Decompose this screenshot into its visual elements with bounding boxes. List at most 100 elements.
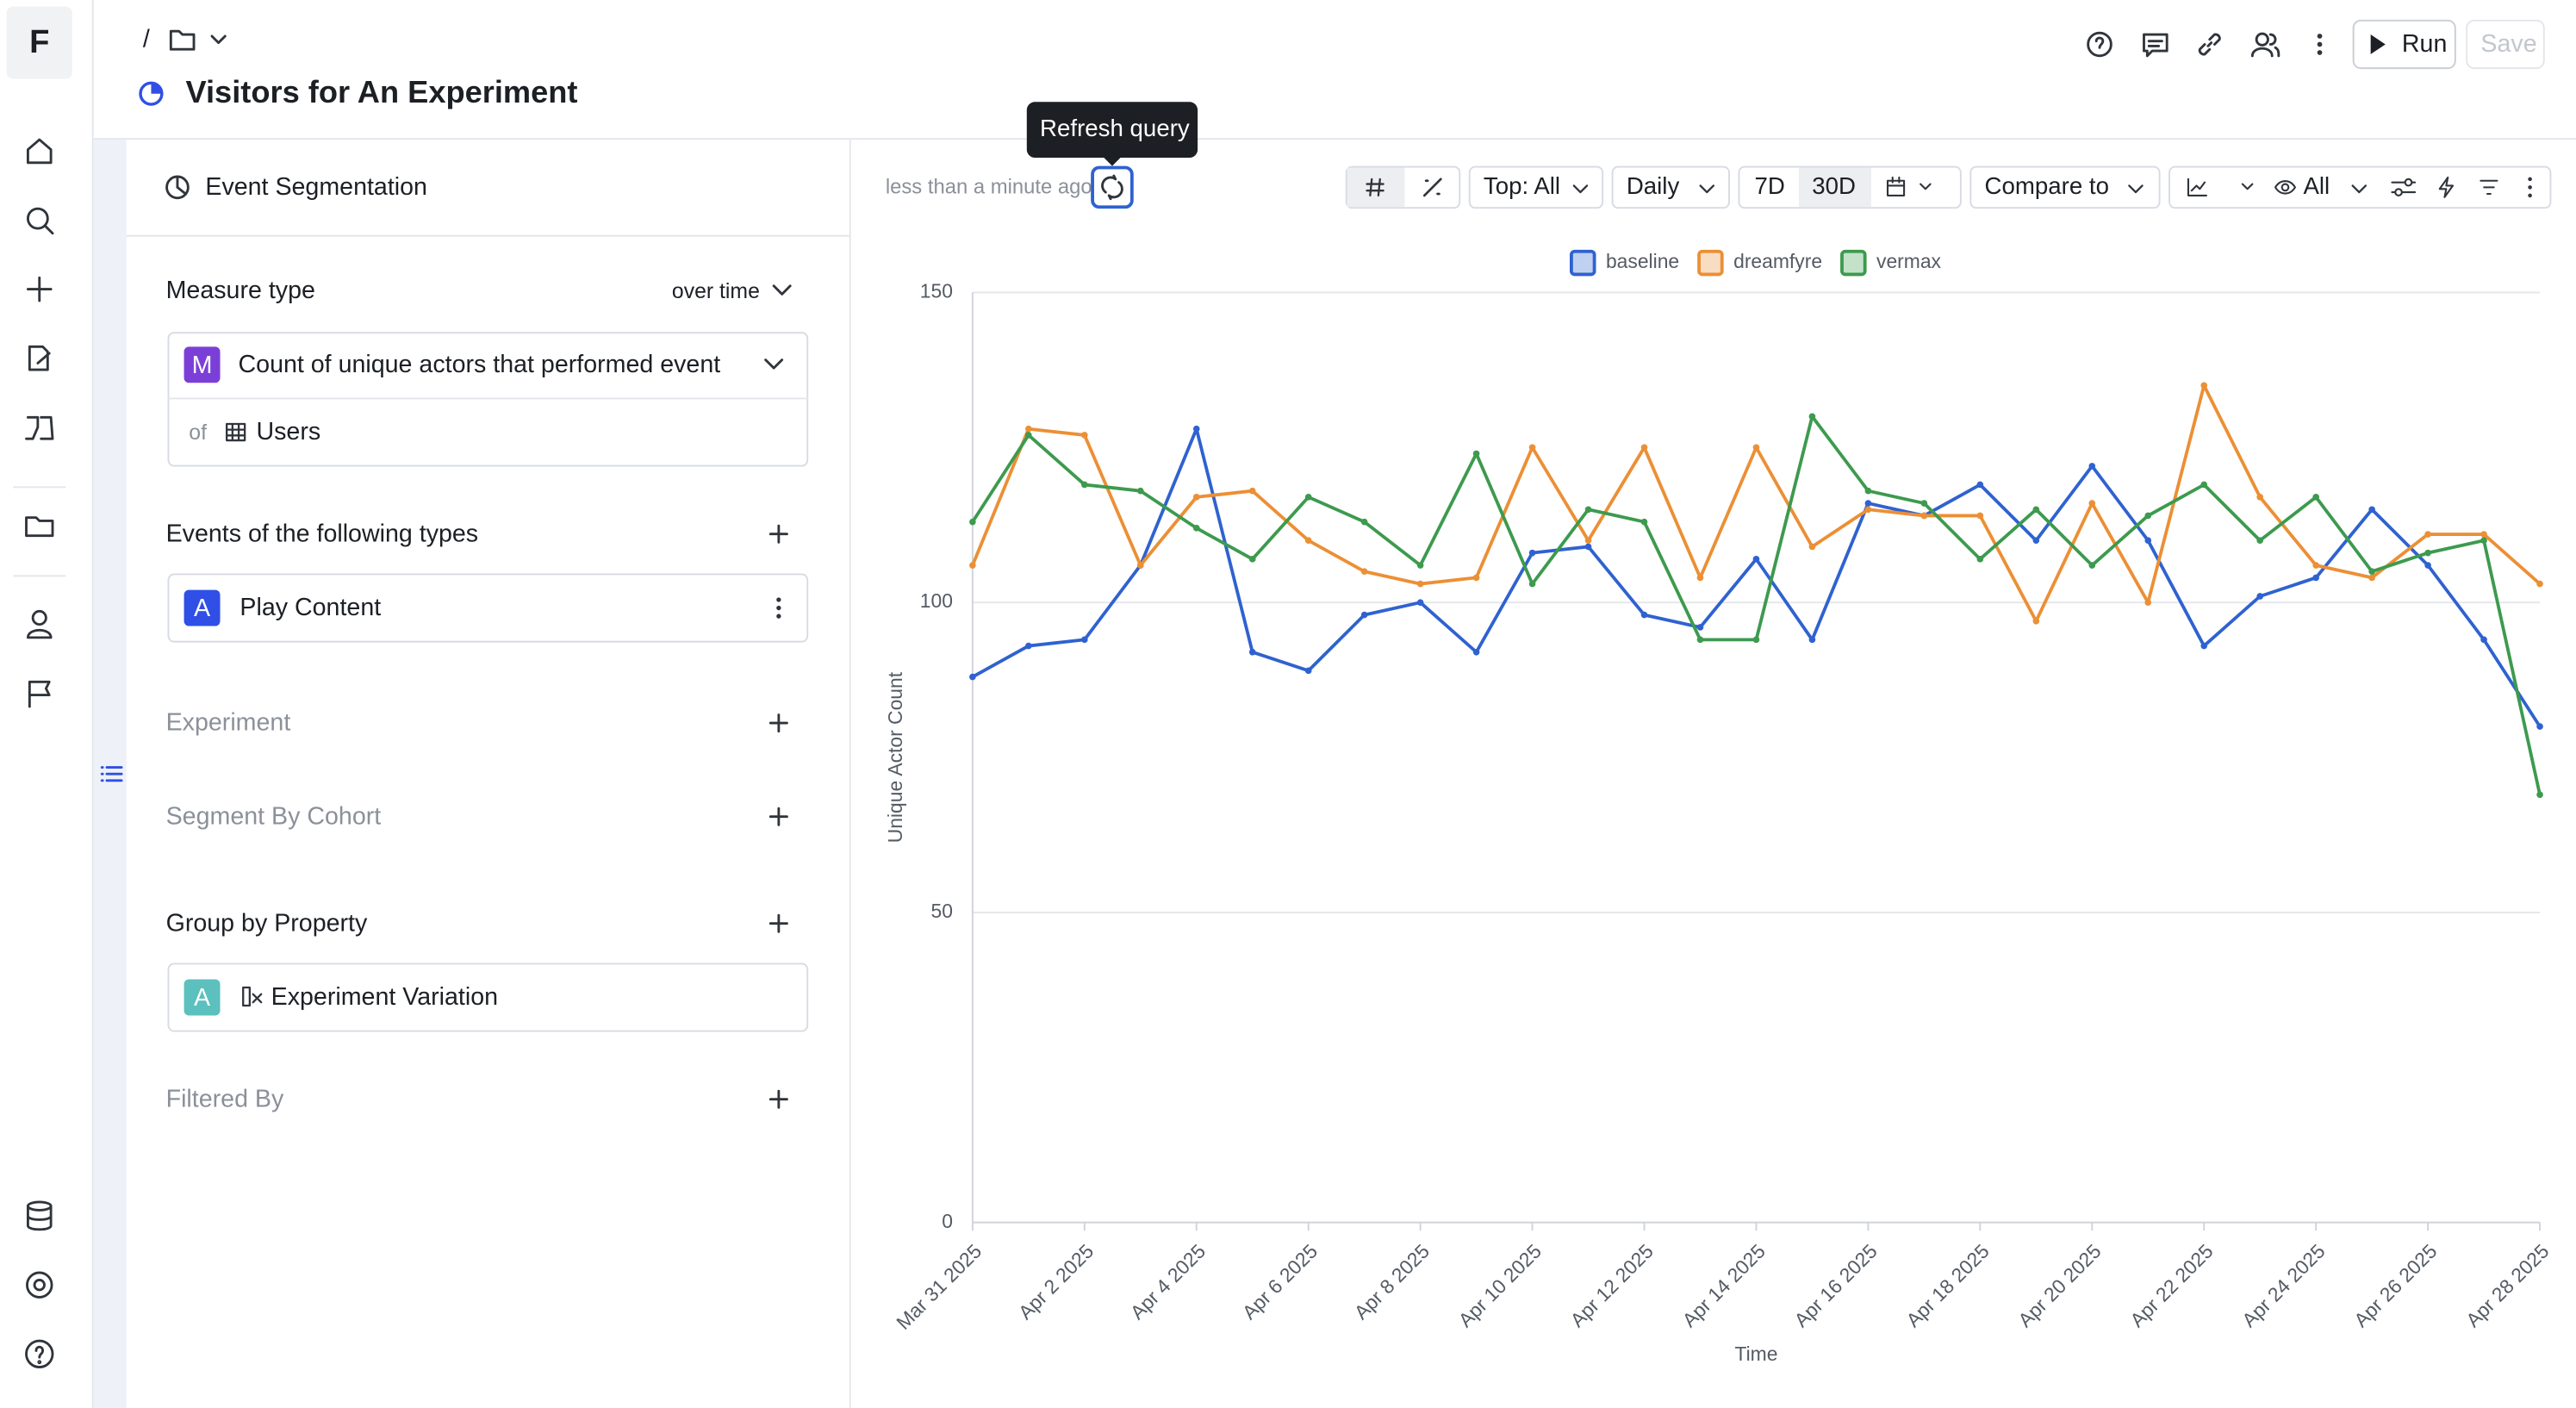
data-point bbox=[1192, 425, 1200, 433]
group-box[interactable] bbox=[167, 963, 809, 1032]
chevron[interactable] bbox=[764, 358, 784, 371]
user-icon[interactable] bbox=[25, 609, 54, 639]
measure-mode[interactable]: over time bbox=[671, 278, 760, 303]
data-point bbox=[2032, 506, 2040, 514]
data-point bbox=[2536, 580, 2543, 588]
refresh-button[interactable] bbox=[1091, 165, 1134, 209]
data-point bbox=[1808, 636, 1816, 644]
data-point bbox=[1752, 556, 1760, 563]
search-icon[interactable] bbox=[25, 205, 54, 235]
settings-icon[interactable] bbox=[25, 1270, 54, 1299]
calendar-icon bbox=[1886, 176, 1932, 196]
folder-menu[interactable] bbox=[169, 27, 228, 53]
chevron bbox=[2351, 184, 2368, 194]
more-button[interactable] bbox=[2313, 31, 2326, 58]
folder-icon[interactable] bbox=[25, 511, 54, 540]
add-button[interactable] bbox=[768, 524, 788, 544]
save-label: Save bbox=[2480, 30, 2537, 59]
add-button[interactable] bbox=[768, 1089, 788, 1109]
section-label: Measure type bbox=[165, 277, 315, 305]
data-point bbox=[1304, 537, 1312, 545]
flag-icon[interactable] bbox=[25, 679, 54, 708]
data-point bbox=[1528, 580, 1536, 588]
data-point bbox=[1528, 549, 1536, 557]
add-button[interactable] bbox=[768, 713, 788, 733]
save-button[interactable]: Save bbox=[2466, 19, 2545, 70]
chevron[interactable] bbox=[772, 284, 792, 297]
data-point bbox=[2200, 382, 2208, 389]
x-axis-label: Time bbox=[1734, 1343, 1777, 1365]
tooltip-arrow bbox=[1102, 156, 1123, 166]
data-point bbox=[1864, 487, 1872, 495]
list-icon[interactable] bbox=[100, 764, 123, 784]
chevron bbox=[1699, 184, 1715, 194]
link-button[interactable] bbox=[2197, 31, 2224, 58]
interval-select[interactable]: Daily bbox=[1611, 165, 1730, 209]
data-point bbox=[969, 518, 976, 526]
data-point bbox=[2144, 599, 2152, 607]
more-button[interactable] bbox=[774, 595, 783, 621]
data-point bbox=[1081, 432, 1088, 439]
tooltip-text: Refresh query bbox=[1040, 115, 1190, 143]
data-point bbox=[969, 673, 976, 681]
breadcrumb: / bbox=[142, 25, 150, 53]
range-30[interactable]: 30D bbox=[1812, 174, 1857, 201]
data-point bbox=[1976, 556, 1984, 563]
event-box[interactable] bbox=[167, 573, 809, 643]
x-tick-label: Apr 24 2025 bbox=[2237, 1240, 2330, 1332]
interval-label: Daily bbox=[1626, 174, 1680, 201]
event: Play Content bbox=[240, 594, 382, 622]
add-icon[interactable] bbox=[25, 274, 54, 303]
measure: Count of unique actors that performed ev… bbox=[238, 351, 721, 379]
run-button[interactable]: Run bbox=[2352, 19, 2456, 70]
help-button[interactable] bbox=[2087, 31, 2113, 58]
x-tick-label: Apr 6 2025 bbox=[1238, 1240, 1322, 1324]
entity: Users bbox=[256, 418, 321, 446]
top-select[interactable]: Top: All bbox=[1468, 165, 1604, 209]
filter-icon bbox=[2480, 179, 2498, 196]
comment-button[interactable] bbox=[2143, 31, 2169, 58]
data-point bbox=[1584, 543, 1592, 551]
data-point bbox=[2312, 494, 2319, 501]
number-toggle[interactable] bbox=[1345, 165, 1461, 209]
section-label: Events of the following types bbox=[165, 520, 479, 548]
series-line bbox=[971, 427, 2542, 728]
home-icon[interactable] bbox=[25, 136, 54, 165]
add-button[interactable] bbox=[768, 807, 788, 826]
database-icon[interactable] bbox=[25, 1200, 54, 1231]
badge: M bbox=[184, 346, 221, 383]
display-group[interactable]: All bbox=[2168, 165, 2552, 209]
logo[interactable]: F bbox=[6, 6, 72, 79]
measure-box[interactable] bbox=[167, 332, 809, 467]
chart-icon bbox=[139, 81, 164, 106]
data-point bbox=[1025, 425, 1032, 433]
eye-icon bbox=[2274, 180, 2296, 195]
legend-label: baseline bbox=[1606, 250, 1679, 272]
badge: A bbox=[184, 589, 221, 626]
data-point bbox=[2424, 562, 2431, 569]
data-point bbox=[1248, 556, 1256, 563]
data-point bbox=[969, 562, 976, 569]
data-point bbox=[1976, 512, 1984, 520]
compare-select[interactable]: Compare to bbox=[1969, 165, 2161, 209]
data-point bbox=[2536, 723, 2543, 730]
property-icon bbox=[242, 986, 263, 1007]
data-point bbox=[1360, 518, 1368, 526]
data-point bbox=[1192, 494, 1200, 501]
range-7[interactable]: 7D bbox=[1754, 174, 1785, 201]
data-point bbox=[1640, 611, 1648, 619]
help-icon[interactable] bbox=[25, 1339, 54, 1368]
range-group[interactable]: 7D 30D bbox=[1738, 165, 1962, 209]
data-point bbox=[1248, 487, 1256, 495]
edit-icon[interactable] bbox=[25, 344, 54, 373]
share-button[interactable] bbox=[2250, 31, 2280, 58]
lab-icon[interactable] bbox=[25, 413, 54, 442]
legend-label: dreamfyre bbox=[1733, 250, 1822, 272]
bolt-icon bbox=[2438, 176, 2455, 198]
add-button[interactable] bbox=[768, 913, 788, 933]
of-label: of bbox=[189, 420, 207, 445]
y-axis-label: Unique Actor Count bbox=[884, 671, 906, 843]
data-point bbox=[2480, 537, 2487, 545]
active-toggle bbox=[1347, 167, 1405, 208]
